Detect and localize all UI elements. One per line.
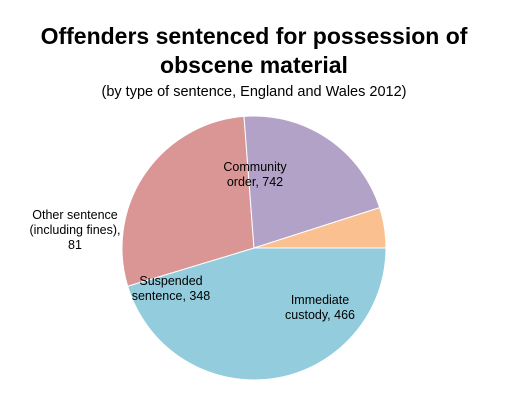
data-label-line: custody, 466: [285, 308, 355, 322]
pie-slice-community-order: [127, 247, 387, 381]
data-label-line: Community: [223, 160, 287, 174]
pie-slice-other-sentence-including-fines: [253, 206, 387, 249]
data-label-line: Other sentence: [32, 208, 118, 222]
pie-slices: [121, 115, 387, 381]
data-label-community-order: Community order, 742: [223, 160, 287, 189]
data-label-line: Immediate: [291, 293, 349, 307]
data-label-line: order, 742: [227, 175, 283, 189]
data-label-line: 81: [68, 238, 82, 252]
data-label-line: (including fines),: [29, 223, 120, 237]
data-label-other-sentence-including-fines: Other sentence (including fines), 81: [29, 208, 120, 252]
pie-slice-suspended-sentence: [243, 115, 381, 249]
pie-data-labels: Community order, 742 Immediate custody, 466…: [29, 160, 355, 322]
data-label-line: Suspended: [139, 274, 202, 288]
chart-subtitle: (by type of sentence, England and Wales …: [102, 84, 407, 100]
data-label-line: sentence, 348: [132, 289, 211, 303]
data-label-immediate-custody: Immediate custody, 466: [285, 293, 355, 322]
pie-slice-immediate-custody: [121, 115, 255, 287]
data-label-suspended-sentence: Suspended sentence, 348: [132, 274, 211, 303]
chart-title-line-1: Offenders sentenced for possession of: [41, 23, 468, 49]
chart-title-line-2: obscene material: [160, 52, 348, 78]
